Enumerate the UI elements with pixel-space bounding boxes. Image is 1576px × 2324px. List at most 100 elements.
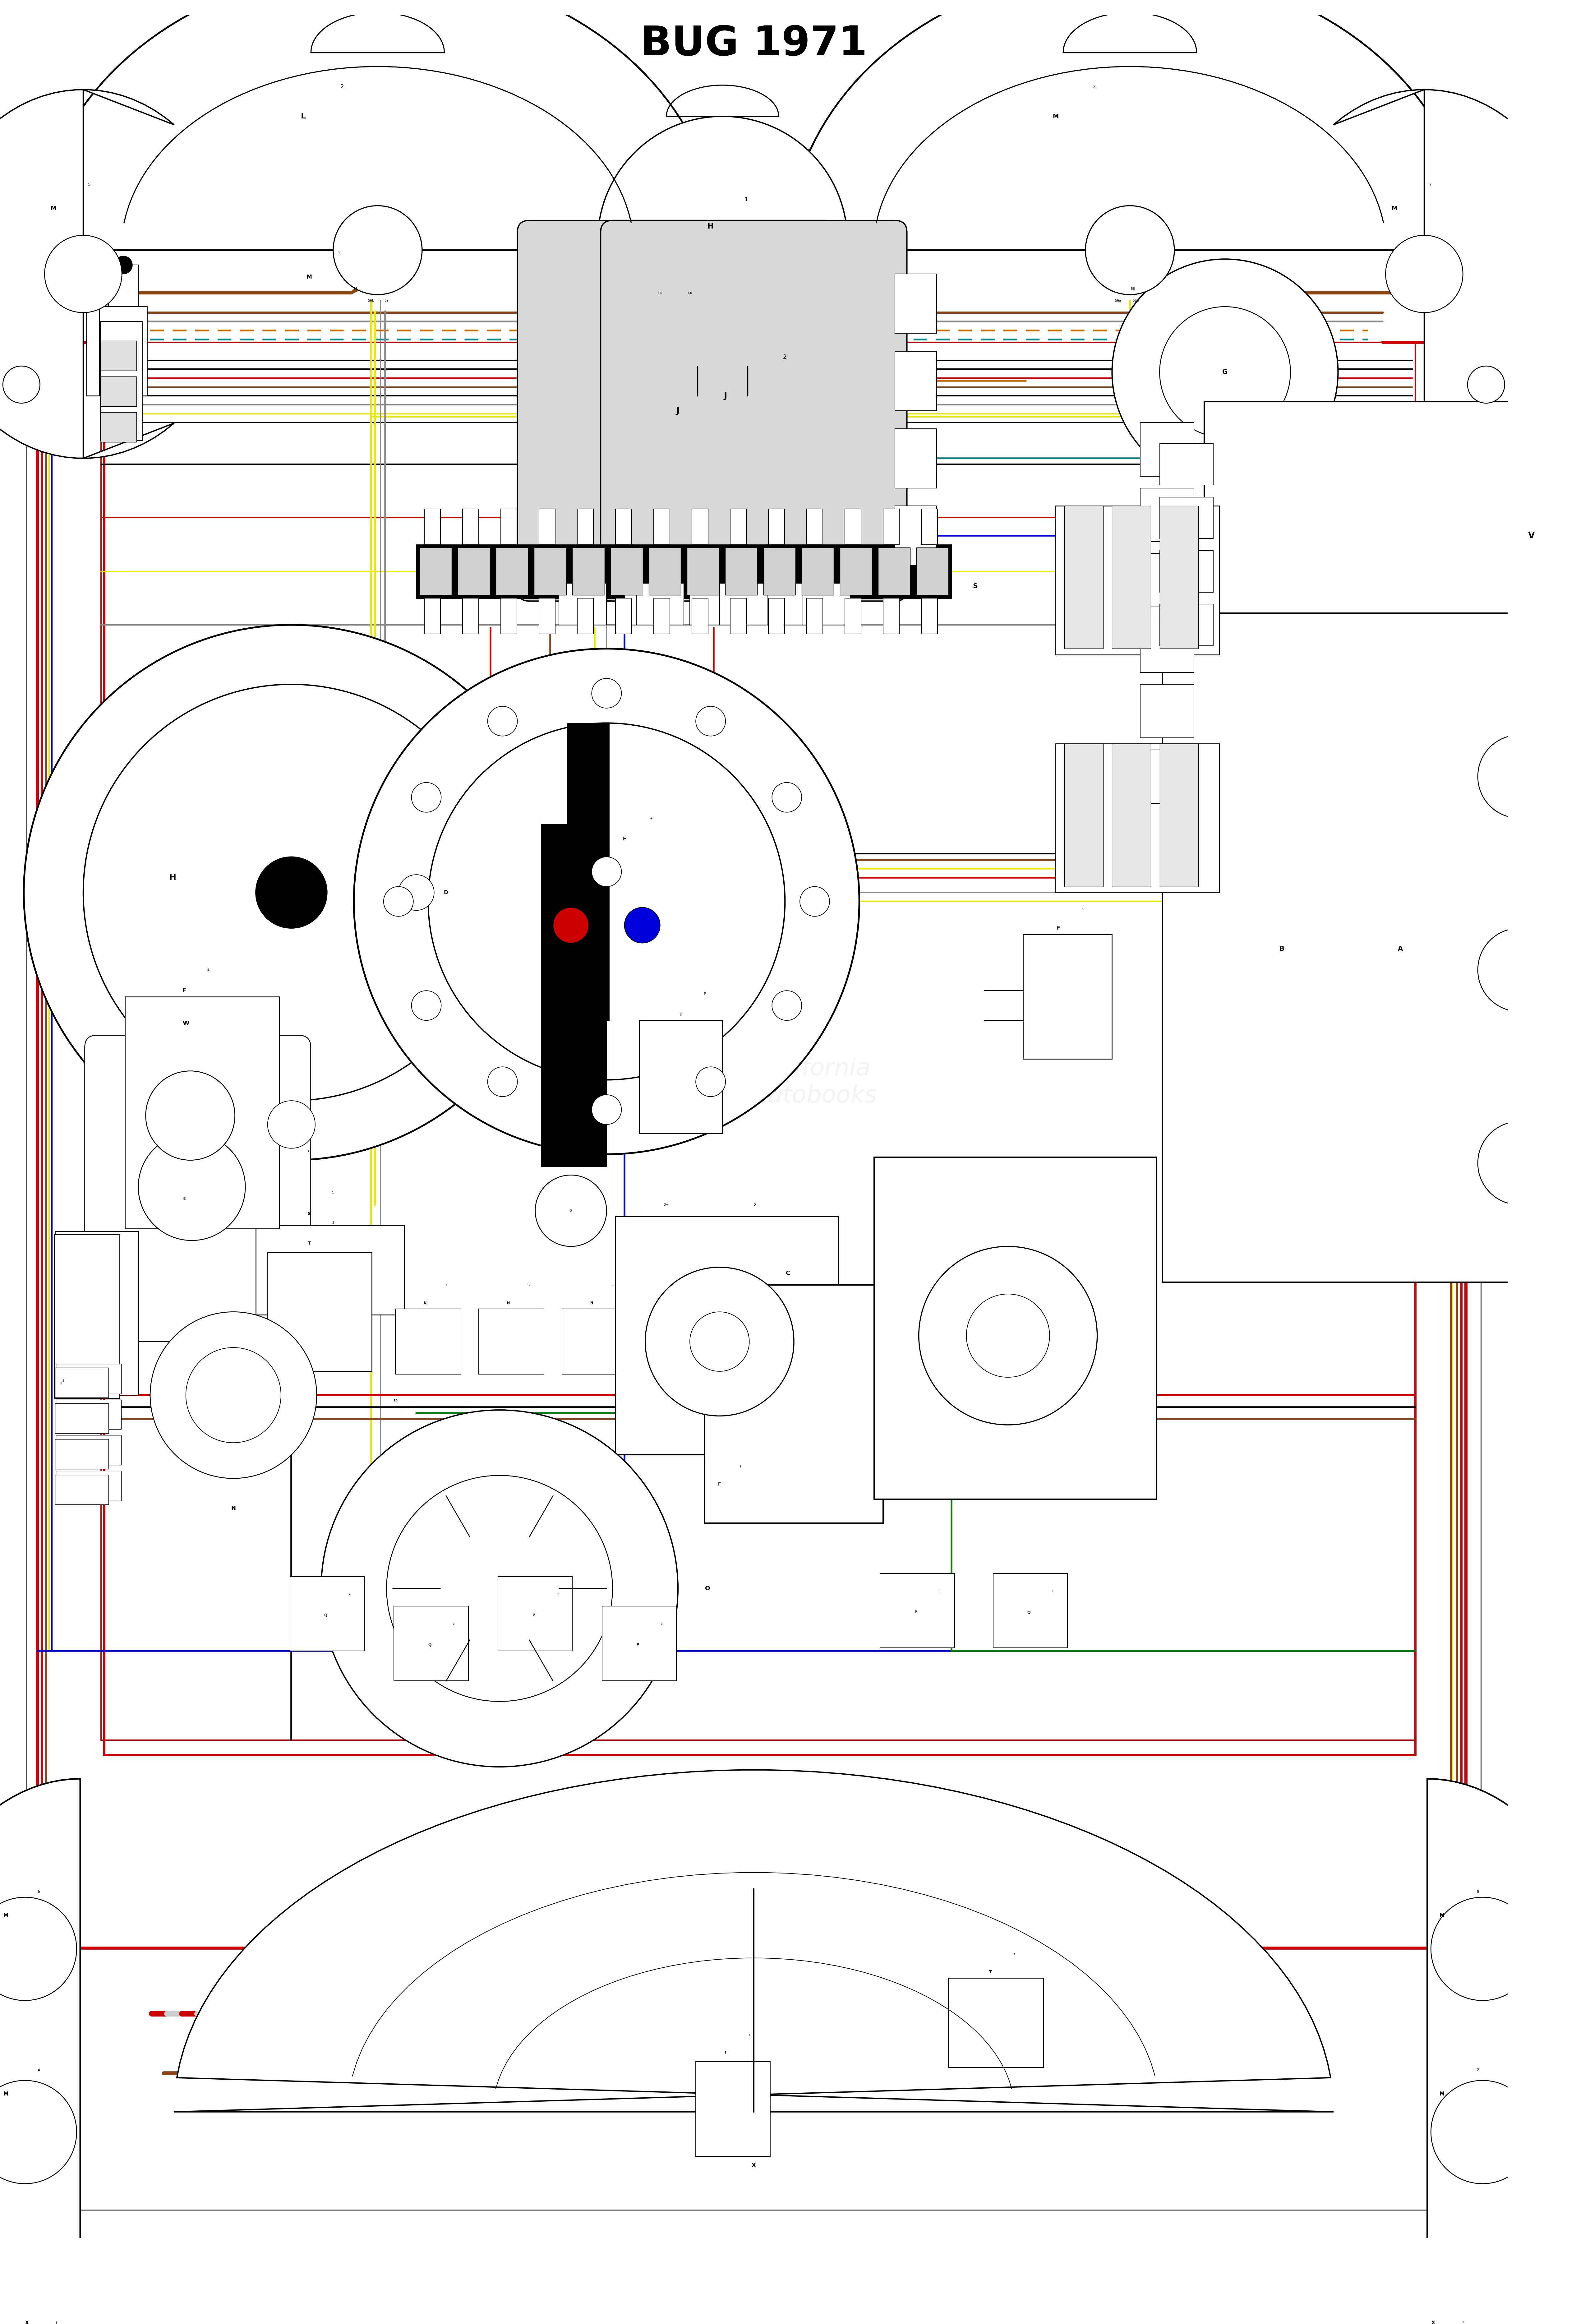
Bar: [394, 1606, 468, 1680]
Circle shape: [429, 723, 785, 1081]
Text: 2: 2: [206, 969, 210, 971]
Bar: [87, 307, 134, 395]
Circle shape: [624, 906, 660, 944]
Bar: [109, 265, 139, 307]
Bar: [424, 509, 440, 544]
Text: F: F: [183, 988, 186, 992]
Bar: [501, 597, 517, 634]
Text: N: N: [424, 1301, 427, 1304]
Bar: [498, 1576, 572, 1650]
Polygon shape: [0, 1778, 80, 2303]
Text: BUG 1971: BUG 1971: [640, 23, 867, 63]
Text: S: S: [307, 1211, 310, 1215]
Text: 2: 2: [1477, 2068, 1478, 2073]
Bar: [101, 321, 142, 442]
Bar: [501, 509, 517, 544]
Bar: [895, 351, 936, 411]
FancyBboxPatch shape: [85, 1034, 310, 1341]
Circle shape: [966, 1294, 1050, 1378]
Circle shape: [487, 1067, 517, 1097]
Text: H: H: [708, 223, 714, 230]
Text: 3: 3: [1092, 84, 1095, 88]
Text: L: L: [301, 112, 306, 121]
Circle shape: [139, 1134, 246, 1241]
Polygon shape: [788, 0, 1472, 251]
Text: N: N: [232, 1506, 236, 1511]
Bar: [895, 428, 936, 488]
Bar: [463, 597, 479, 634]
Text: 56b: 56b: [1133, 300, 1139, 302]
Bar: [922, 509, 938, 544]
Text: M: M: [1053, 114, 1059, 119]
Bar: [624, 583, 671, 625]
Bar: [55, 1232, 139, 1394]
Circle shape: [24, 625, 559, 1160]
Bar: [640, 1020, 722, 1134]
Circle shape: [695, 1067, 725, 1097]
Bar: [55, 1436, 121, 1464]
Circle shape: [355, 648, 859, 1155]
FancyBboxPatch shape: [600, 221, 906, 602]
Bar: [419, 548, 452, 595]
Bar: [1160, 444, 1214, 486]
Text: D+: D+: [663, 1204, 668, 1206]
Bar: [539, 597, 555, 634]
Text: 1: 1: [611, 1283, 613, 1287]
Text: 58: 58: [1130, 288, 1135, 290]
Text: 2: 2: [348, 1592, 350, 1597]
Text: T: T: [723, 2050, 727, 2054]
Bar: [563, 1308, 627, 1373]
Polygon shape: [1428, 1778, 1576, 2303]
Text: 56a: 56a: [1114, 300, 1121, 302]
Text: California
Autobooks: California Autobooks: [752, 1057, 876, 1106]
Bar: [637, 583, 684, 625]
Text: M: M: [3, 1913, 8, 1917]
Bar: [1141, 488, 1195, 541]
Text: 1: 1: [1051, 1590, 1053, 1592]
Text: P: P: [914, 1611, 917, 1615]
Text: 9: 9: [704, 992, 706, 995]
Circle shape: [690, 1311, 749, 1371]
Text: 1: 1: [55, 2322, 58, 2324]
Bar: [396, 1308, 460, 1373]
Bar: [1113, 744, 1150, 885]
Text: M: M: [3, 2092, 8, 2096]
FancyBboxPatch shape: [517, 221, 838, 602]
Text: 2: 2: [749, 2034, 750, 2036]
Bar: [616, 1218, 838, 1455]
Bar: [763, 548, 796, 595]
Text: C: C: [786, 1271, 790, 1276]
Bar: [1064, 507, 1103, 648]
Text: M: M: [50, 205, 57, 211]
Bar: [649, 548, 681, 595]
Bar: [616, 597, 632, 634]
Bar: [1141, 618, 1195, 672]
Circle shape: [322, 1411, 678, 1766]
Text: 6a: 6a: [385, 300, 389, 302]
Circle shape: [553, 906, 589, 944]
Bar: [730, 509, 747, 544]
Circle shape: [333, 207, 422, 295]
Circle shape: [1385, 235, 1463, 314]
Text: 3: 3: [452, 1622, 454, 1624]
Text: 1: 1: [337, 251, 340, 256]
Bar: [1064, 744, 1103, 885]
Bar: [479, 1308, 544, 1373]
Bar: [895, 274, 936, 332]
Text: 6: 6: [38, 1889, 39, 1894]
Text: 1,0: 1,0: [687, 293, 692, 295]
Text: X: X: [25, 2322, 28, 2324]
Bar: [654, 597, 670, 634]
Circle shape: [255, 858, 328, 927]
Text: 7: 7: [1429, 184, 1431, 186]
Circle shape: [591, 858, 621, 885]
Text: P: P: [533, 1613, 536, 1618]
Bar: [99, 307, 147, 395]
Circle shape: [186, 1348, 281, 1443]
Text: 2: 2: [569, 1208, 572, 1213]
Bar: [1160, 604, 1214, 646]
Text: M: M: [1392, 205, 1398, 211]
Circle shape: [0, 1896, 77, 2001]
Text: 58: 58: [353, 288, 358, 290]
Bar: [1141, 553, 1195, 607]
